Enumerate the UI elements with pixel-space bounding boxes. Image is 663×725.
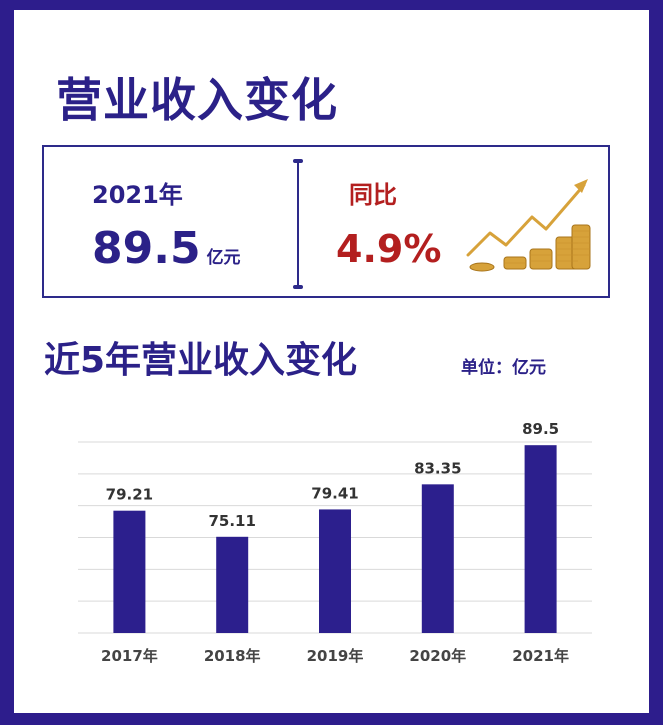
summary-revenue: 89.5 亿元 bbox=[92, 223, 241, 274]
bar-3 bbox=[421, 484, 454, 633]
bar-value-label-1: 75.11 bbox=[208, 512, 255, 530]
x-tick-label-4: 2021年 bbox=[512, 647, 569, 665]
unit-note: 单位：亿元 bbox=[461, 358, 546, 378]
poster-frame: 营业收入变化 2021年 89.5 亿元 同比 4.9% bbox=[14, 10, 649, 713]
growth-coins-icon bbox=[466, 179, 591, 272]
yoy-value: 4.9% bbox=[336, 227, 442, 271]
bar-value-label-2: 79.41 bbox=[311, 484, 358, 502]
revenue-unit: 亿元 bbox=[206, 248, 241, 268]
summary-year: 2021年 bbox=[92, 181, 183, 209]
summary-panel: 2021年 89.5 亿元 同比 4.9% bbox=[42, 145, 610, 298]
x-tick-label-3: 2020年 bbox=[409, 647, 466, 665]
x-tick-label-0: 2017年 bbox=[101, 647, 158, 665]
bar-value-label-0: 79.21 bbox=[106, 486, 153, 504]
revenue-value: 89.5 bbox=[92, 223, 201, 274]
bar-value-label-3: 83.35 bbox=[414, 459, 461, 477]
bar-value-label-4: 89.5 bbox=[522, 420, 559, 438]
section-title: 近5年营业收入变化 bbox=[44, 340, 358, 381]
page-title: 营业收入变化 bbox=[56, 73, 338, 127]
x-tick-label-1: 2018年 bbox=[204, 647, 261, 665]
summary-divider bbox=[293, 159, 303, 289]
yoy-label: 同比 bbox=[349, 181, 397, 209]
bar-2 bbox=[319, 509, 351, 633]
bar-1 bbox=[216, 536, 249, 633]
bar-4 bbox=[524, 445, 557, 633]
revenue-bar-chart: 79.21 2017年 75.11 2018年 79.41 2019年 83.35 2020年… bbox=[78, 420, 592, 665]
x-tick-label-2: 2019年 bbox=[307, 647, 364, 665]
bar-0 bbox=[113, 510, 146, 633]
